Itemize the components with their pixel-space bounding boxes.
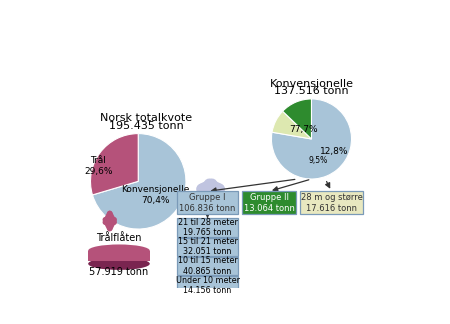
Bar (88, 251, 150, 261)
FancyBboxPatch shape (242, 191, 296, 214)
Text: Konvensjonelle
70,4%: Konvensjonelle 70,4% (121, 185, 189, 205)
Wedge shape (283, 99, 311, 139)
Text: Konvensjonelle: Konvensjonelle (270, 78, 354, 88)
Text: 137.516 tonn: 137.516 tonn (274, 86, 349, 96)
Wedge shape (90, 133, 138, 195)
FancyBboxPatch shape (177, 237, 238, 256)
FancyBboxPatch shape (177, 218, 238, 237)
FancyBboxPatch shape (300, 191, 363, 214)
Wedge shape (92, 133, 186, 229)
Text: Trål
29,6%: Trål 29,6% (84, 156, 112, 176)
Ellipse shape (88, 245, 150, 257)
FancyBboxPatch shape (177, 191, 238, 214)
Text: 21 til 28 meter
19.765 tonn: 21 til 28 meter 19.765 tonn (178, 218, 238, 237)
Text: 9,5%: 9,5% (308, 156, 327, 165)
Wedge shape (272, 111, 311, 139)
Text: Under 10 meter
14.156 tonn: Under 10 meter 14.156 tonn (176, 276, 239, 295)
Text: 28 m og større
17.616 tonn: 28 m og større 17.616 tonn (301, 193, 362, 213)
FancyBboxPatch shape (177, 276, 238, 295)
Text: Gruppe II
13.064 tonn: Gruppe II 13.064 tonn (244, 193, 295, 213)
Text: 12,8%: 12,8% (320, 147, 349, 156)
Text: 15 til 21 meter
32.051 tonn: 15 til 21 meter 32.051 tonn (178, 237, 238, 257)
Text: Trålflåten: Trålflåten (96, 233, 142, 243)
FancyBboxPatch shape (177, 257, 238, 275)
Text: 195.435 tonn: 195.435 tonn (108, 121, 183, 131)
Text: Gruppe I
106.836 tonn: Gruppe I 106.836 tonn (180, 193, 236, 213)
Text: 57.919 tonn: 57.919 tonn (90, 267, 148, 277)
Text: Norsk totalkvote: Norsk totalkvote (100, 113, 192, 123)
Text: 10 til 15 meter
40.865 tonn: 10 til 15 meter 40.865 tonn (178, 256, 238, 276)
Wedge shape (271, 99, 351, 179)
Text: 77,7%: 77,7% (289, 125, 318, 134)
Ellipse shape (88, 258, 150, 270)
